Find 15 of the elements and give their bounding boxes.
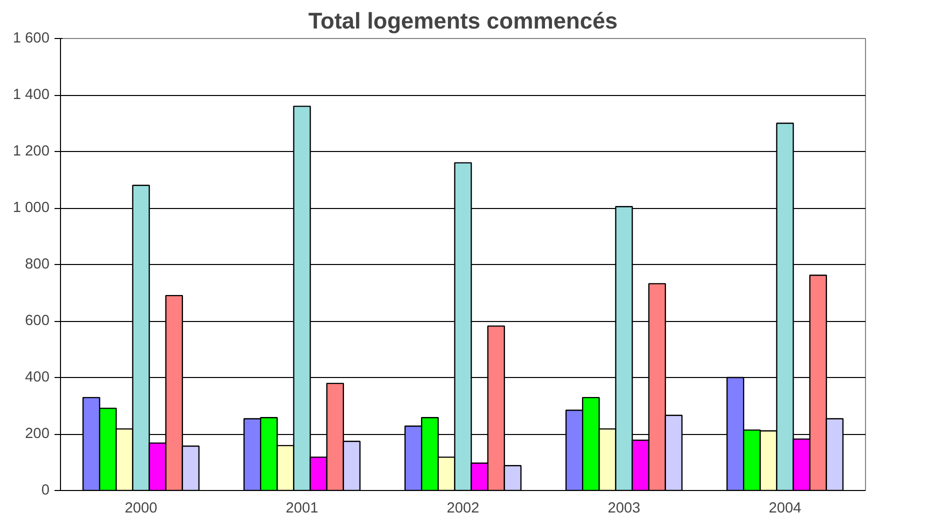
y-tick-label: 1 600 — [12, 30, 50, 46]
x-tick-label: 2000 — [124, 500, 158, 516]
y-tick-label: 1 200 — [12, 144, 50, 160]
y-tick-label: 800 — [25, 256, 50, 272]
y-tick-label: 400 — [25, 370, 50, 386]
x-tick-label: 2003 — [608, 500, 640, 516]
x-tick-label: 2001 — [286, 500, 318, 516]
y-tick-label: 200 — [25, 426, 50, 442]
y-tick-label: 600 — [25, 313, 50, 329]
y-tick-label: 1 400 — [12, 87, 50, 103]
x-tick-label: 2002 — [446, 500, 480, 516]
y-tick-label: 1 000 — [12, 200, 50, 216]
y-tick-label: 0 — [41, 482, 50, 498]
x-tick-label: 2004 — [768, 500, 802, 516]
chart-title: Total logements commencés — [308, 8, 618, 34]
